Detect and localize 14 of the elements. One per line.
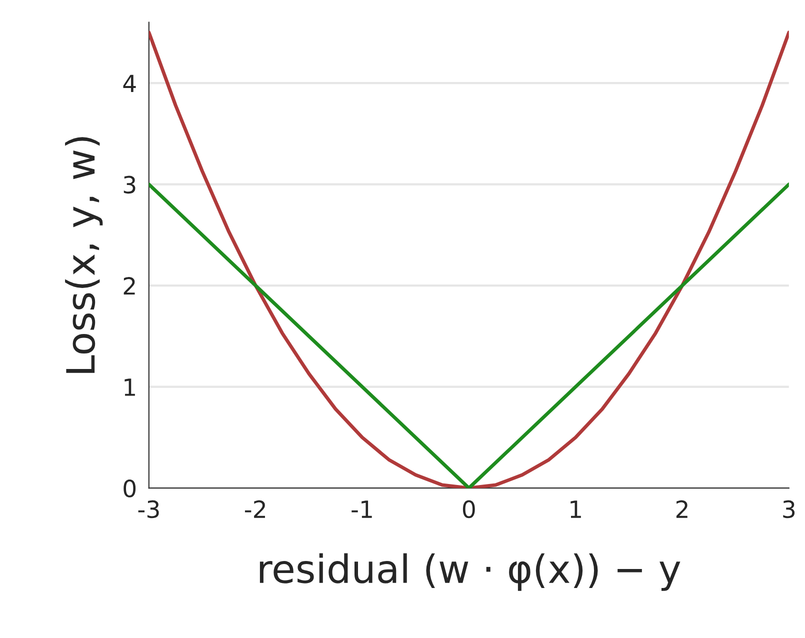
y-tick-label: 3 — [124, 176, 136, 194]
y-tick-label: 4 — [123, 74, 136, 92]
x-axis-title: residual (w · φ(x)) − y — [260, 553, 680, 591]
x-tick-label: 0 — [462, 500, 475, 518]
y-tick-label: 0 — [124, 480, 136, 498]
x-tick-label: 3 — [783, 500, 795, 518]
y-tick-label: 1 — [124, 378, 135, 396]
y-tick-label: 2 — [124, 277, 135, 295]
x-tick-label: 2 — [676, 500, 688, 518]
x-tick-label: -2 — [244, 500, 265, 518]
x-tick-label: -1 — [352, 500, 372, 518]
x-tick-label: -3 — [138, 500, 159, 518]
x-tick-label: 1 — [570, 500, 581, 518]
y-axis-title: Loss(x, y, w) — [65, 137, 103, 373]
